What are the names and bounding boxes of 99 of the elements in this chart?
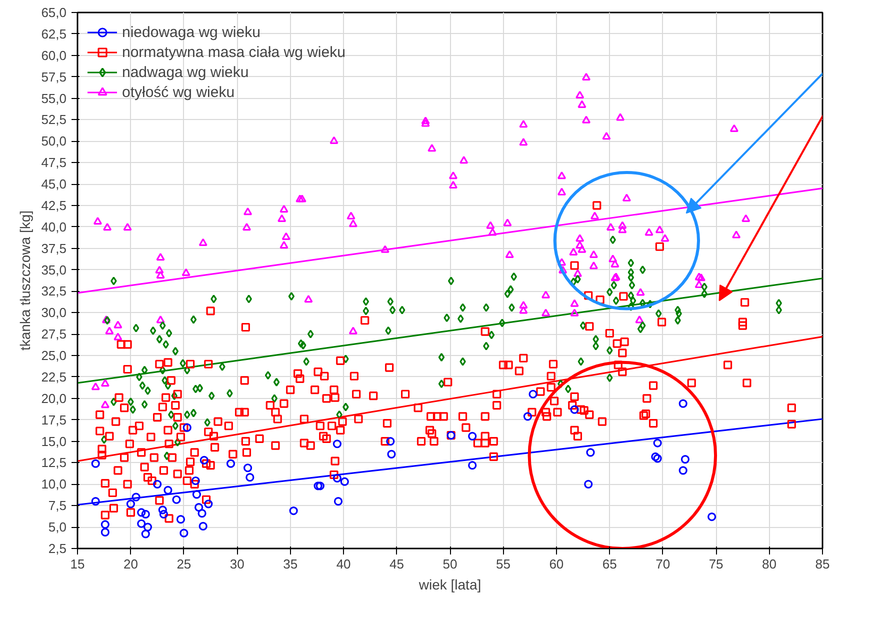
y-tick-label: 20,0 <box>41 390 67 406</box>
point <box>200 456 208 464</box>
point <box>678 466 688 475</box>
y-tick-label: 60,0 <box>41 48 67 63</box>
point <box>332 474 342 482</box>
point <box>182 423 192 432</box>
y-tick-label: 30,0 <box>41 305 67 320</box>
point <box>180 528 188 538</box>
point <box>159 510 168 518</box>
point <box>586 448 595 457</box>
y-tick-label: 65,0 <box>41 5 67 20</box>
y-tick-label: 42,5 <box>41 198 67 213</box>
point <box>100 528 110 536</box>
y-tick-label: 55,0 <box>41 90 67 106</box>
point <box>158 506 167 514</box>
point <box>198 509 206 518</box>
legend-label: normatywna masa ciała wg wieku <box>122 44 346 60</box>
point <box>192 490 201 499</box>
point <box>137 519 146 528</box>
y-tick-label: 17,5 <box>41 412 67 428</box>
point <box>678 399 688 408</box>
y-tick-label: 2,5 <box>48 541 67 556</box>
point <box>91 497 100 506</box>
x-tick-label: 50 <box>442 556 458 572</box>
x-axis-title: wiek [lata] <box>418 576 482 592</box>
point <box>570 405 579 414</box>
y-tick-label: 15,0 <box>41 434 67 449</box>
point <box>141 510 150 518</box>
point <box>191 476 200 486</box>
y-tick-label: 12,5 <box>41 455 67 470</box>
x-tick-label: 25 <box>176 556 192 572</box>
x-tick-label: 20 <box>123 556 138 572</box>
y-tick-label: 47,5 <box>41 155 67 170</box>
point <box>653 454 662 463</box>
point <box>653 438 662 448</box>
point <box>226 459 236 468</box>
point <box>334 497 343 506</box>
point <box>651 452 660 462</box>
point <box>176 515 186 524</box>
x-tick-label: 80 <box>762 556 777 572</box>
y-tick-label: 50,0 <box>41 134 67 149</box>
point <box>194 503 204 512</box>
y-tick-label: 37,5 <box>41 240 67 256</box>
y-tick-label: 52,5 <box>41 112 67 128</box>
y-tick-label: 62,5 <box>41 26 67 42</box>
y-tick-label: 5,0 <box>48 520 67 535</box>
point <box>198 522 208 530</box>
y-tick-label: 40,0 <box>41 219 67 234</box>
y-tick-label: 22,5 <box>41 369 67 384</box>
point <box>332 440 342 448</box>
y-axis-title: tkanka tłuszczowa [kg] <box>17 210 34 351</box>
point <box>100 520 110 529</box>
y-tick-label: 25,0 <box>41 348 67 364</box>
x-tick-label: 55 <box>496 556 510 572</box>
x-tick-label: 75 <box>708 556 724 572</box>
point <box>132 492 140 502</box>
x-tick-label: 60 <box>549 556 564 572</box>
point <box>243 464 252 472</box>
y-tick-label: 57,5 <box>41 69 67 84</box>
point <box>468 461 477 470</box>
x-tick-label: 45 <box>390 556 404 572</box>
point <box>680 455 690 464</box>
x-tick-label: 30 <box>230 556 244 572</box>
point <box>340 477 349 486</box>
point <box>584 480 593 488</box>
point <box>164 486 172 494</box>
x-tick-label: 40 <box>336 556 351 572</box>
point <box>523 412 532 421</box>
point <box>137 508 146 517</box>
x-tick-label: 15 <box>70 556 85 572</box>
y-tick-label: 45,0 <box>41 176 67 192</box>
point <box>289 506 298 516</box>
point <box>204 500 213 508</box>
point <box>314 482 322 490</box>
legend-label: niedowaga wg wieku <box>122 24 260 40</box>
x-tick-label: 85 <box>815 556 830 572</box>
legend-label: nadwaga wg wieku <box>122 64 249 80</box>
point <box>386 437 395 446</box>
point <box>91 459 100 468</box>
legend-label: otyłość wg wieku <box>122 84 235 100</box>
point <box>387 450 396 458</box>
y-tick-label: 27,5 <box>41 326 67 342</box>
point <box>316 482 324 490</box>
point <box>143 522 152 532</box>
y-tick-label: 7,5 <box>48 498 67 514</box>
point <box>126 500 136 508</box>
point <box>141 530 150 538</box>
y-tick-label: 35,0 <box>41 262 67 278</box>
point <box>153 480 162 488</box>
point <box>528 390 538 398</box>
y-tick-label: 32,5 <box>41 284 67 299</box>
point <box>172 495 181 504</box>
x-tick-label: 35 <box>283 556 298 572</box>
point <box>468 432 477 440</box>
x-tick-label: 65 <box>602 556 617 572</box>
point <box>708 512 716 522</box>
x-tick-label: 70 <box>656 556 670 572</box>
point <box>246 473 254 482</box>
y-tick-label: 10,0 <box>41 476 67 492</box>
